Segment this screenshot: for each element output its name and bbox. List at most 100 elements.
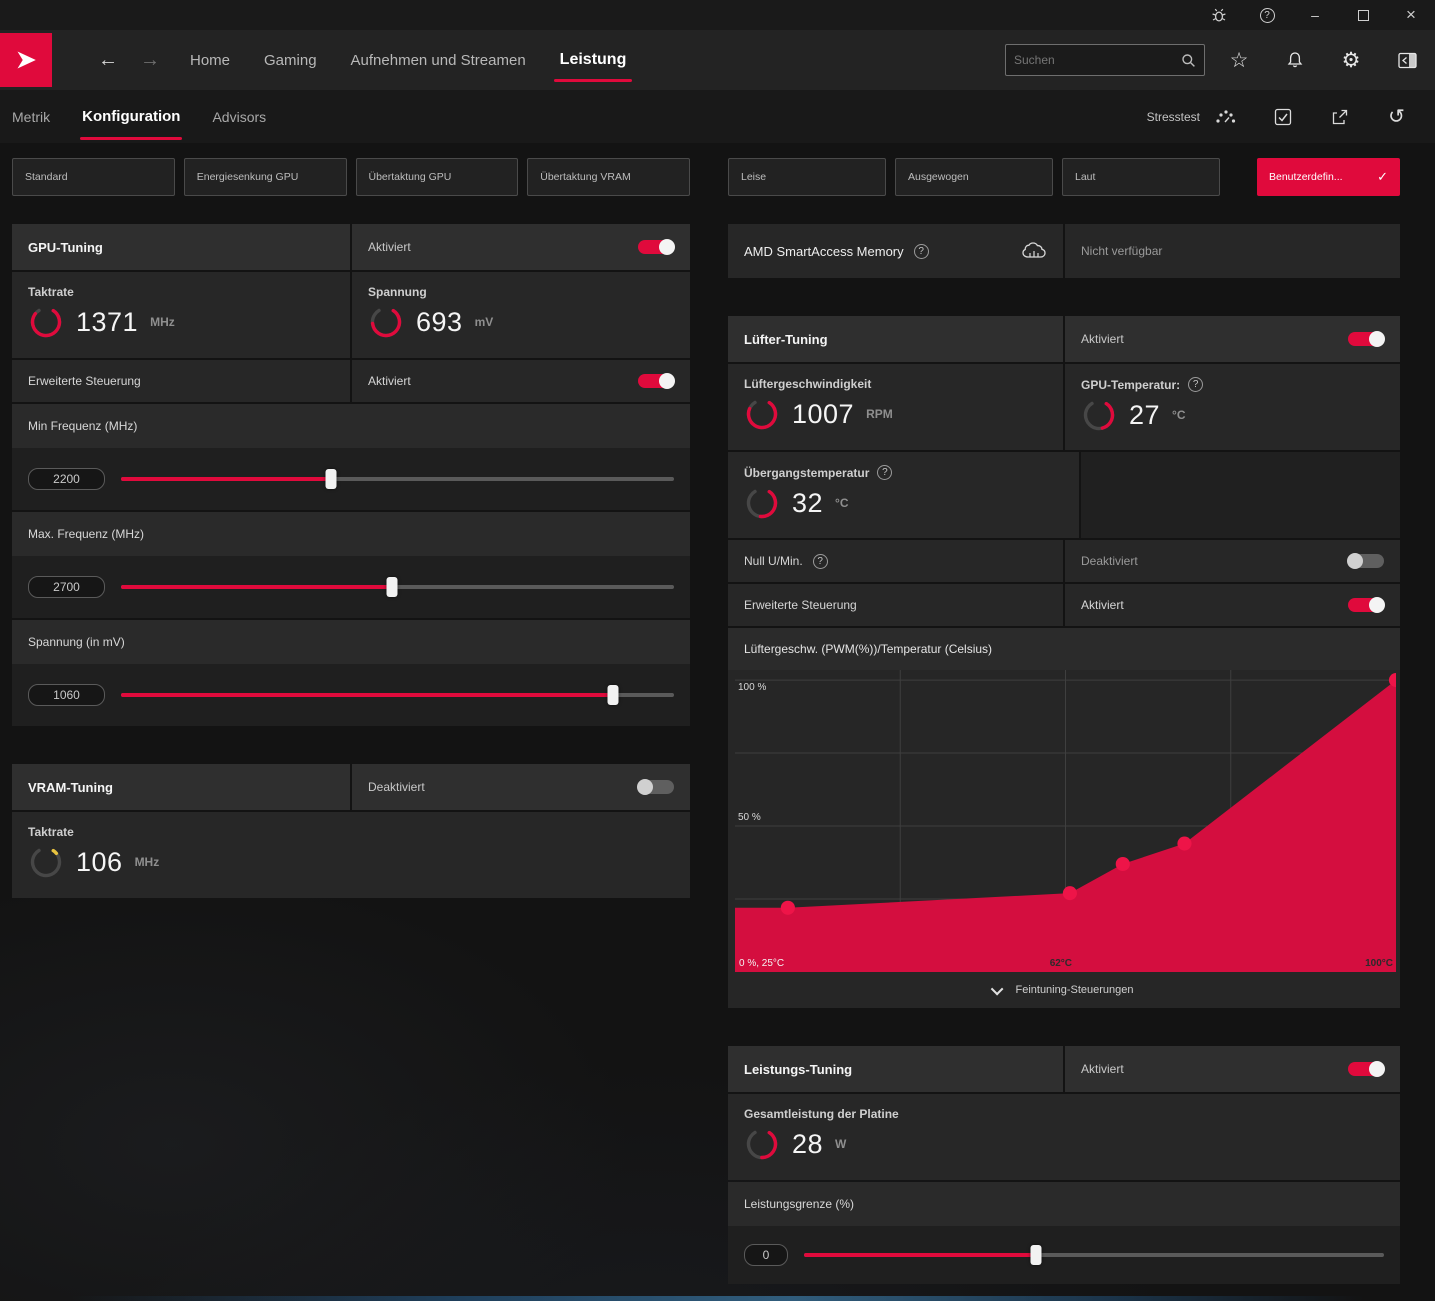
toggle-knob: [1369, 597, 1385, 613]
close-button[interactable]: ×: [1406, 5, 1416, 24]
slider-thumb[interactable]: [325, 469, 337, 489]
zero-rpm-toggle[interactable]: [1347, 553, 1384, 569]
bug-report-icon[interactable]: [1195, 0, 1243, 30]
junction-temp-value: 32: [792, 487, 824, 518]
notifications-button[interactable]: [1267, 30, 1323, 90]
gpu-clock-value: 1371: [76, 306, 139, 337]
max-freq-slider[interactable]: [121, 577, 674, 597]
fan-speed-gauge: [744, 396, 780, 432]
search-input[interactable]: [1014, 53, 1181, 67]
vram-tuning-toggle[interactable]: [637, 779, 674, 795]
smart-access-status-cell: Nicht verfügbar: [1065, 224, 1400, 278]
min-freq-slider[interactable]: [121, 469, 674, 489]
toggle-knob: [637, 779, 653, 795]
power-tuning-status: Aktiviert: [1081, 1062, 1124, 1076]
settings-button[interactable]: ⚙: [1323, 30, 1379, 90]
preset-standard[interactable]: Standard: [12, 158, 175, 196]
toggle-knob: [1369, 331, 1385, 347]
vram-clock-unit: MHz: [134, 855, 160, 869]
tuning-columns: GPU-Tuning Aktiviert Taktrate 1371: [12, 224, 1435, 1301]
amd-radeon-logo[interactable]: [0, 33, 52, 87]
preset-balanced[interactable]: Ausgewogen: [895, 158, 1053, 196]
power-tuning-toggle[interactable]: [1348, 1061, 1385, 1077]
voltage-input[interactable]: 1060: [28, 684, 105, 706]
fan-tuning-toggle[interactable]: [1348, 331, 1385, 347]
slider-thumb[interactable]: [386, 577, 398, 597]
power-tuning-title: Leistungs-Tuning: [728, 1046, 1063, 1092]
zero-rpm-help-icon[interactable]: ?: [812, 553, 828, 569]
tab-advisors[interactable]: Advisors: [212, 108, 267, 125]
preset-overclock-vram[interactable]: Übertaktung VRAM: [527, 158, 690, 196]
forward-button[interactable]: →: [140, 48, 160, 71]
stresstest-button[interactable]: Stresstest: [1147, 108, 1236, 126]
export-profile-button[interactable]: [1311, 90, 1368, 143]
vram-clock-gauge: [28, 844, 64, 880]
minimize-button[interactable]: –: [1311, 7, 1319, 23]
preset-custom[interactable]: Benutzerdefin... ✓: [1257, 158, 1400, 196]
maximize-button[interactable]: [1339, 0, 1387, 30]
gpu-temp-cell: GPU-Temperatur: ? 27 °C: [1065, 364, 1400, 450]
gpu-clock-unit: MHz: [150, 315, 175, 329]
fan-curve-chart[interactable]: 100 % 50 % 0 %, 25°C 62°C 100°C: [735, 670, 1396, 972]
preset-undervolt-gpu[interactable]: Energiesenkung GPU: [183, 158, 347, 196]
fine-tuning-expander[interactable]: Feintuning-Steuerungen: [728, 972, 1400, 1008]
back-button[interactable]: ←: [98, 48, 118, 71]
nav-item-gaming[interactable]: Gaming: [264, 51, 317, 69]
min-freq-label: Min Frequenz (MHz): [12, 404, 690, 448]
nav-item-leistung[interactable]: Leistung: [553, 51, 632, 82]
reset-icon: ↺: [1388, 106, 1405, 128]
fan-curve-title: Lüftergeschw. (PWM(%))/Temperatur (Celsi…: [728, 628, 1400, 670]
power-limit-slider[interactable]: [804, 1245, 1384, 1265]
preset-loud[interactable]: Laut: [1062, 158, 1220, 196]
gpu-voltage-unit: mV: [474, 315, 494, 329]
gpu-advanced-toggle[interactable]: [638, 373, 675, 389]
voltage-slider-row: 1060: [12, 664, 690, 726]
preset-quiet[interactable]: Leise: [728, 158, 886, 196]
preset-row: Standard Energiesenkung GPU Übertaktung …: [12, 158, 1435, 196]
bell-icon: [1287, 52, 1303, 68]
slider-thumb[interactable]: [607, 685, 619, 705]
slider-thumb[interactable]: [1030, 1245, 1042, 1265]
preset-overclock-gpu[interactable]: Übertaktung GPU: [355, 158, 519, 196]
gpu-tuning-toggle[interactable]: [638, 239, 675, 255]
help-icon: ?: [1259, 7, 1275, 23]
search-box[interactable]: [1005, 44, 1205, 76]
nav-item-streaming[interactable]: Aufnehmen und Streamen: [350, 51, 526, 69]
help-button[interactable]: ?: [1243, 0, 1291, 30]
power-limit-input[interactable]: 0: [744, 1244, 788, 1266]
board-power-cell: Gesamtleistung der Platine 28 W: [728, 1094, 1400, 1180]
gpu-voltage-cell: Spannung 693 mV: [352, 272, 690, 358]
overlay-panel-button[interactable]: [1379, 30, 1435, 90]
board-power-value: 28: [792, 1128, 824, 1159]
favorites-button[interactable]: ☆: [1211, 30, 1267, 90]
chevron-down-icon: [991, 982, 1004, 995]
board-power-label: Gesamtleistung der Platine: [744, 1107, 899, 1121]
vram-tuning-card: VRAM-Tuning Deaktiviert Taktrate 106: [12, 764, 690, 898]
tab-metrik[interactable]: Metrik: [12, 108, 51, 125]
power-limit-label: Leistungsgrenze (%): [728, 1182, 1400, 1226]
reset-button[interactable]: ↺: [1368, 90, 1425, 143]
fan-advanced-status: Aktiviert: [1081, 598, 1124, 612]
stresstest-label: Stresstest: [1146, 109, 1200, 124]
nav-item-home[interactable]: Home: [190, 51, 231, 69]
smart-access-help-icon[interactable]: ?: [913, 243, 929, 259]
min-freq-input[interactable]: 2200: [28, 468, 105, 490]
apply-profile-button[interactable]: [1254, 90, 1311, 143]
voltage-slider[interactable]: [121, 685, 674, 705]
max-freq-slider-row: 2700: [12, 556, 690, 618]
tab-konfiguration[interactable]: Konfiguration: [80, 108, 183, 140]
slider-track: [804, 1253, 1384, 1257]
junction-temp-help-icon[interactable]: ?: [877, 465, 893, 480]
vram-tuning-title: VRAM-Tuning: [12, 764, 350, 810]
fan-tuning-title: Lüfter-Tuning: [728, 316, 1063, 362]
toggle-knob: [659, 373, 675, 389]
fan-preset-group: Leise Ausgewogen Laut Benutzerdefin... ✓: [728, 158, 1400, 196]
gpu-temp-help-icon[interactable]: ?: [1188, 377, 1204, 392]
tuning-content: Standard Energiesenkung GPU Übertaktung …: [0, 143, 1435, 1301]
max-freq-input[interactable]: 2700: [28, 576, 105, 598]
gpu-voltage-gauge: [368, 304, 404, 340]
slider-track: [121, 585, 674, 589]
smart-access-left-cell: AMD SmartAccess Memory ?: [728, 224, 1063, 278]
junction-temp-unit: °C: [835, 496, 849, 510]
fan-advanced-toggle[interactable]: [1348, 597, 1385, 613]
